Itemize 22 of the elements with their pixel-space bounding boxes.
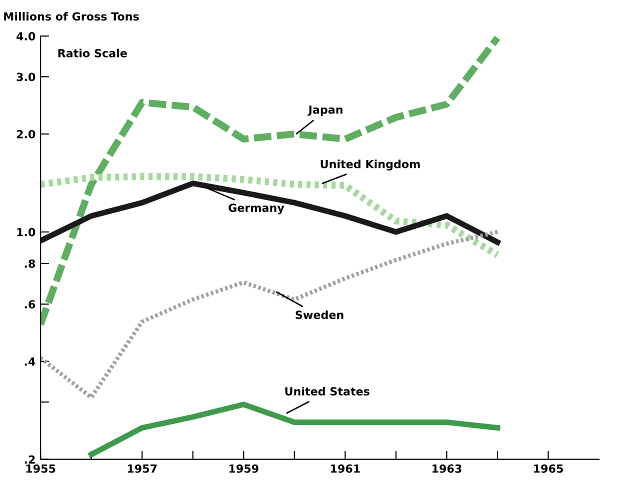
y-axis-title: Millions of Gross Tons — [4, 12, 139, 21]
series-label: Japan — [308, 106, 342, 116]
y-tick-label: 4.0 — [16, 32, 36, 40]
y-tick-label: .8 — [24, 259, 36, 268]
y-tick-label: .2 — [24, 455, 35, 464]
x-tick-label: 1957 — [128, 464, 157, 473]
annotation: Ratio Scale — [58, 48, 127, 58]
x-tick-label: 1963 — [432, 464, 462, 473]
y-tick-label: .4 — [24, 358, 36, 366]
series-label: United States — [285, 386, 370, 396]
y-tick-label: .6 — [24, 300, 36, 309]
y-tick-label: 3.0 — [16, 72, 36, 82]
series-label: Germany — [228, 204, 284, 214]
x-tick-label: 1955 — [26, 464, 56, 473]
x-tick-label: 1965 — [534, 464, 563, 473]
series-label: United Kingdom — [320, 160, 420, 171]
y-tick-label: 1.0 — [17, 228, 36, 236]
x-tick-label: 1961 — [330, 464, 360, 473]
y-tick-label: 2.0 — [16, 130, 36, 138]
series-label: Sweden — [296, 310, 344, 320]
line-series — [40, 230, 500, 400]
x-tick-label: 1959 — [229, 464, 258, 473]
